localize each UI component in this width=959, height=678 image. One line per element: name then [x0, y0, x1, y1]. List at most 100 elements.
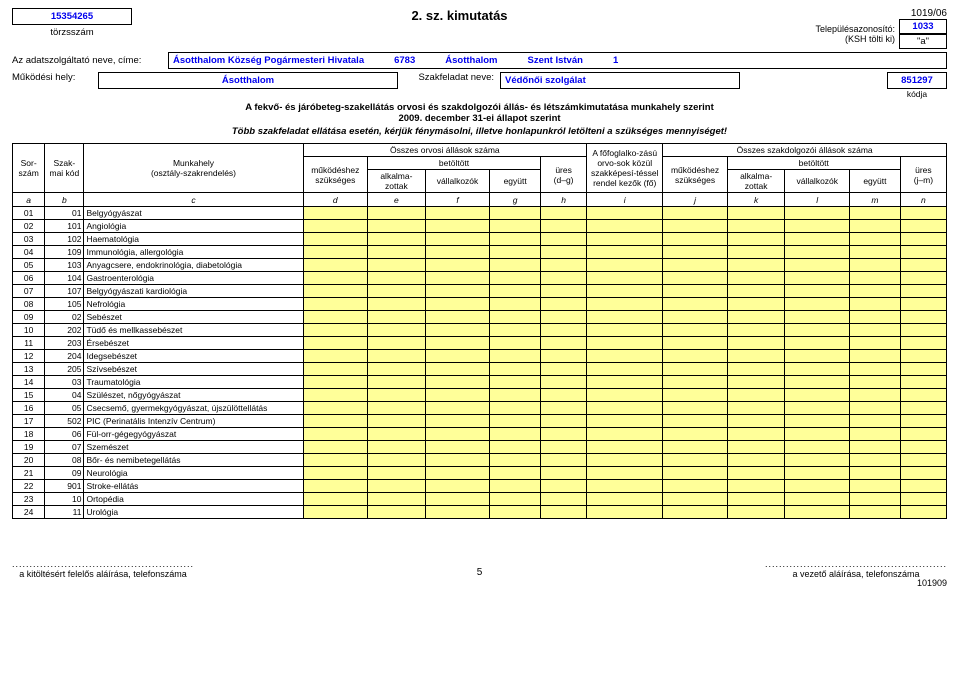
cell-empty[interactable] — [727, 350, 785, 363]
cell-empty[interactable] — [425, 220, 490, 233]
cell-empty[interactable] — [490, 363, 541, 376]
cell-empty[interactable] — [490, 272, 541, 285]
cell-empty[interactable] — [587, 324, 663, 337]
cell-empty[interactable] — [900, 415, 946, 428]
cell-empty[interactable] — [850, 376, 901, 389]
cell-empty[interactable] — [850, 402, 901, 415]
cell-empty[interactable] — [490, 311, 541, 324]
cell-empty[interactable] — [785, 246, 850, 259]
cell-empty[interactable] — [425, 259, 490, 272]
cell-empty[interactable] — [541, 402, 587, 415]
cell-empty[interactable] — [490, 285, 541, 298]
cell-empty[interactable] — [541, 259, 587, 272]
cell-empty[interactable] — [425, 363, 490, 376]
cell-empty[interactable] — [587, 363, 663, 376]
cell-empty[interactable] — [727, 493, 785, 506]
cell-empty[interactable] — [900, 467, 946, 480]
cell-empty[interactable] — [850, 298, 901, 311]
cell-empty[interactable] — [850, 259, 901, 272]
cell-empty[interactable] — [425, 324, 490, 337]
cell-empty[interactable] — [490, 415, 541, 428]
cell-empty[interactable] — [303, 493, 368, 506]
cell-empty[interactable] — [727, 441, 785, 454]
cell-empty[interactable] — [727, 376, 785, 389]
cell-empty[interactable] — [425, 415, 490, 428]
cell-empty[interactable] — [303, 480, 368, 493]
cell-empty[interactable] — [785, 233, 850, 246]
cell-empty[interactable] — [900, 428, 946, 441]
cell-empty[interactable] — [425, 233, 490, 246]
cell-empty[interactable] — [587, 441, 663, 454]
cell-empty[interactable] — [900, 285, 946, 298]
cell-empty[interactable] — [425, 246, 490, 259]
cell-empty[interactable] — [727, 259, 785, 272]
cell-empty[interactable] — [587, 246, 663, 259]
cell-empty[interactable] — [727, 285, 785, 298]
cell-empty[interactable] — [785, 220, 850, 233]
cell-empty[interactable] — [900, 337, 946, 350]
cell-empty[interactable] — [785, 285, 850, 298]
cell-empty[interactable] — [368, 337, 426, 350]
cell-empty[interactable] — [425, 376, 490, 389]
cell-empty[interactable] — [587, 285, 663, 298]
cell-empty[interactable] — [541, 363, 587, 376]
cell-empty[interactable] — [303, 454, 368, 467]
cell-empty[interactable] — [490, 298, 541, 311]
cell-empty[interactable] — [663, 389, 728, 402]
cell-empty[interactable] — [303, 272, 368, 285]
cell-empty[interactable] — [541, 298, 587, 311]
cell-empty[interactable] — [490, 506, 541, 519]
cell-empty[interactable] — [663, 506, 728, 519]
cell-empty[interactable] — [663, 480, 728, 493]
cell-empty[interactable] — [727, 480, 785, 493]
cell-empty[interactable] — [785, 350, 850, 363]
cell-empty[interactable] — [785, 402, 850, 415]
cell-empty[interactable] — [425, 506, 490, 519]
cell-empty[interactable] — [368, 467, 426, 480]
cell-empty[interactable] — [368, 402, 426, 415]
cell-empty[interactable] — [490, 233, 541, 246]
cell-empty[interactable] — [785, 428, 850, 441]
cell-empty[interactable] — [727, 311, 785, 324]
cell-empty[interactable] — [541, 376, 587, 389]
cell-empty[interactable] — [541, 311, 587, 324]
cell-empty[interactable] — [587, 207, 663, 220]
cell-empty[interactable] — [850, 389, 901, 402]
cell-empty[interactable] — [541, 220, 587, 233]
cell-empty[interactable] — [303, 428, 368, 441]
cell-empty[interactable] — [368, 220, 426, 233]
cell-empty[interactable] — [368, 389, 426, 402]
cell-empty[interactable] — [541, 454, 587, 467]
cell-empty[interactable] — [663, 311, 728, 324]
cell-empty[interactable] — [900, 324, 946, 337]
cell-empty[interactable] — [303, 220, 368, 233]
cell-empty[interactable] — [663, 337, 728, 350]
cell-empty[interactable] — [368, 233, 426, 246]
cell-empty[interactable] — [663, 467, 728, 480]
cell-empty[interactable] — [490, 389, 541, 402]
cell-empty[interactable] — [727, 246, 785, 259]
cell-empty[interactable] — [727, 324, 785, 337]
cell-empty[interactable] — [727, 506, 785, 519]
cell-empty[interactable] — [541, 480, 587, 493]
cell-empty[interactable] — [785, 298, 850, 311]
cell-empty[interactable] — [425, 493, 490, 506]
cell-empty[interactable] — [850, 220, 901, 233]
cell-empty[interactable] — [587, 220, 663, 233]
cell-empty[interactable] — [368, 480, 426, 493]
cell-empty[interactable] — [663, 324, 728, 337]
cell-empty[interactable] — [900, 376, 946, 389]
cell-empty[interactable] — [368, 350, 426, 363]
cell-empty[interactable] — [541, 506, 587, 519]
cell-empty[interactable] — [587, 415, 663, 428]
cell-empty[interactable] — [303, 298, 368, 311]
cell-empty[interactable] — [368, 454, 426, 467]
cell-empty[interactable] — [303, 337, 368, 350]
cell-empty[interactable] — [587, 376, 663, 389]
cell-empty[interactable] — [900, 454, 946, 467]
cell-empty[interactable] — [368, 246, 426, 259]
cell-empty[interactable] — [490, 220, 541, 233]
cell-empty[interactable] — [490, 493, 541, 506]
cell-empty[interactable] — [303, 506, 368, 519]
cell-empty[interactable] — [303, 259, 368, 272]
